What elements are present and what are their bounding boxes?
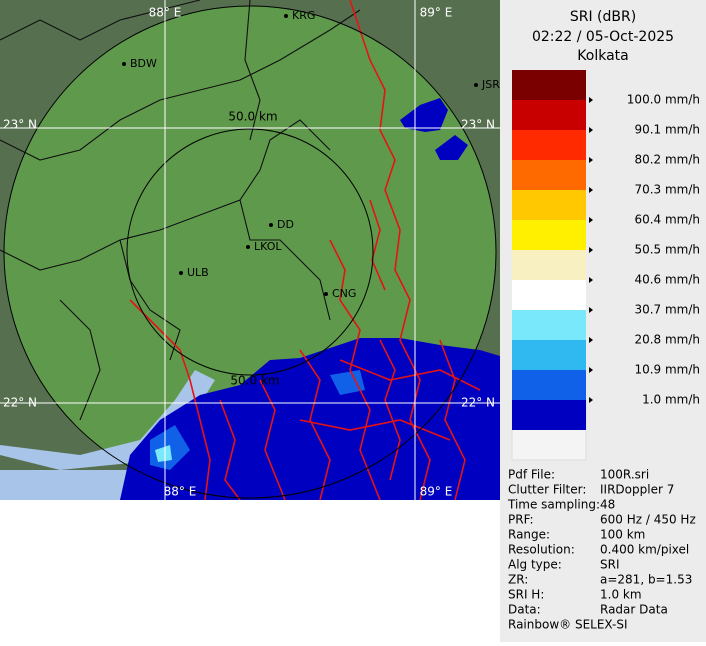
water bbox=[0, 370, 230, 500]
grid bbox=[0, 0, 500, 500]
info-key: Resolution: bbox=[508, 543, 575, 557]
city-dot bbox=[179, 271, 183, 275]
city-dot bbox=[474, 83, 478, 87]
legend-label: 10.9 mm/h bbox=[634, 363, 700, 377]
legend-tick bbox=[589, 277, 593, 283]
legend-tick bbox=[589, 127, 593, 133]
legend-station: Kolkata bbox=[577, 48, 628, 64]
info-value: Radar Data bbox=[600, 603, 668, 617]
legend-tick bbox=[589, 157, 593, 163]
grid-label: 88° E bbox=[164, 485, 197, 499]
legend-label: 30.7 mm/h bbox=[634, 303, 700, 317]
city-label: JSR bbox=[481, 78, 500, 91]
legend-swatch bbox=[512, 400, 586, 430]
info-value: 100R.sri bbox=[600, 468, 649, 482]
info-key: Clutter Filter: bbox=[508, 483, 586, 497]
district-borders bbox=[0, 0, 361, 421]
legend-tick bbox=[589, 397, 593, 403]
grid-label: 89° E bbox=[420, 485, 453, 499]
legend-label: 60.4 mm/h bbox=[634, 213, 700, 227]
grid-label: 23° N bbox=[3, 118, 37, 132]
info-key: ZR: bbox=[508, 573, 528, 587]
info-key: Data: bbox=[508, 603, 541, 617]
grid-label: 22° N bbox=[461, 396, 495, 410]
info-key: SRI H: bbox=[508, 588, 544, 602]
city-dot bbox=[122, 62, 126, 66]
legend-swatch bbox=[512, 190, 586, 220]
grid-label: 22° N bbox=[3, 396, 37, 410]
city-dot bbox=[246, 245, 250, 249]
info-value: SRI bbox=[600, 558, 620, 572]
legend-swatch bbox=[512, 280, 586, 310]
legend-tick bbox=[589, 247, 593, 253]
city-dot bbox=[324, 292, 328, 296]
legend-tick bbox=[589, 367, 593, 373]
legend-label: 1.0 mm/h bbox=[642, 393, 700, 407]
legend-swatch bbox=[512, 340, 586, 370]
legend-label: 90.1 mm/h bbox=[634, 123, 700, 137]
map bbox=[0, 0, 500, 500]
legend-label: 80.2 mm/h bbox=[634, 153, 700, 167]
legend-tick bbox=[589, 337, 593, 343]
legend-label: 40.6 mm/h bbox=[634, 273, 700, 287]
ring-label: 50.0 km bbox=[228, 110, 277, 124]
city-label: DD bbox=[277, 218, 294, 231]
info-key: Alg type: bbox=[508, 558, 562, 572]
legend-swatch bbox=[512, 160, 586, 190]
grid-label: 23° N bbox=[461, 118, 495, 132]
grid-label: 89° E bbox=[420, 6, 453, 20]
city-label: BDW bbox=[130, 57, 157, 70]
legend-label: 20.8 mm/h bbox=[634, 333, 700, 347]
city-label: KRG bbox=[292, 9, 315, 22]
legend-label: 50.5 mm/h bbox=[634, 243, 700, 257]
range-rings bbox=[3, 5, 497, 499]
legend-label: 100.0 mm/h bbox=[627, 93, 700, 107]
info-value: 48 bbox=[600, 498, 615, 512]
legend-swatch bbox=[512, 100, 586, 130]
precipitation bbox=[400, 98, 468, 160]
legend-tick bbox=[589, 97, 593, 103]
legend-swatch bbox=[512, 70, 586, 100]
info-value: IIRDoppler 7 bbox=[600, 483, 674, 497]
precipitation bbox=[155, 445, 172, 462]
info-value: 100 km bbox=[600, 528, 645, 542]
info-key: PRF: bbox=[508, 513, 534, 527]
info-value: 0.400 km/pixel bbox=[600, 543, 689, 557]
legend-tick bbox=[589, 217, 593, 223]
legend-swatch bbox=[512, 250, 586, 280]
legend-swatch bbox=[512, 370, 586, 400]
footer: Rainbow® SELEX-SI bbox=[508, 618, 628, 632]
legend-title: SRI (dBR) bbox=[570, 9, 636, 25]
city-dot bbox=[284, 14, 288, 18]
city-dot bbox=[269, 223, 273, 227]
legend-label: 70.3 mm/h bbox=[634, 183, 700, 197]
info-value: 600 Hz / 450 Hz bbox=[600, 513, 696, 527]
info-key: Range: bbox=[508, 528, 550, 542]
legend-swatch bbox=[512, 220, 586, 250]
legend-tick bbox=[589, 307, 593, 313]
info-value: 1.0 km bbox=[600, 588, 642, 602]
ring-label: 50.0 km bbox=[230, 374, 279, 388]
city-label: LKOL bbox=[254, 240, 282, 253]
legend-tick bbox=[589, 187, 593, 193]
legend-time: 02:22 / 05-Oct-2025 bbox=[532, 29, 674, 45]
city-label: CNG bbox=[332, 287, 356, 300]
grid-label: 88° E bbox=[149, 6, 182, 20]
info-key: Time sampling: bbox=[507, 498, 600, 512]
legend-swatch bbox=[512, 130, 586, 160]
info-value: a=281, b=1.53 bbox=[600, 573, 692, 587]
city-label: ULB bbox=[187, 266, 209, 279]
info-key: Pdf File: bbox=[508, 468, 555, 482]
legend-swatch bbox=[512, 310, 586, 340]
